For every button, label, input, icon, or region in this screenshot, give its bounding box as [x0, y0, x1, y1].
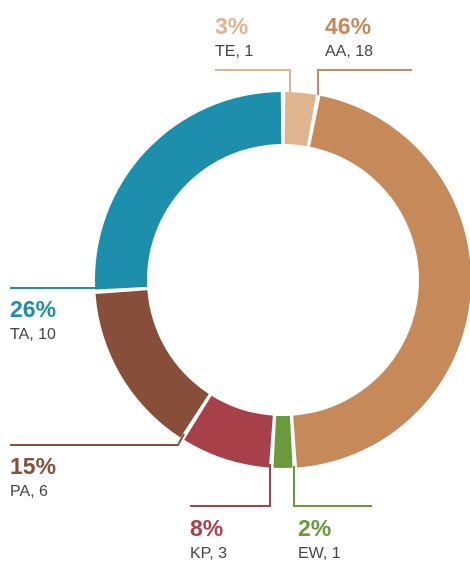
percent-label: 26% — [10, 296, 56, 322]
donut-segment — [284, 92, 317, 147]
percent-label: 15% — [10, 453, 56, 479]
category-label: EW, 1 — [298, 545, 341, 562]
category-label: AA, 18 — [325, 43, 373, 60]
donut-segment — [95, 290, 209, 438]
leader-line — [10, 433, 185, 446]
category-label: TA, 10 — [10, 326, 56, 343]
category-label: KP, 3 — [190, 545, 227, 562]
donut-segment — [94, 92, 282, 290]
percent-label: 8% — [190, 515, 223, 541]
leader-line — [317, 69, 412, 95]
donut-segment — [184, 395, 273, 468]
leader-line — [190, 464, 271, 507]
category-label: PA, 6 — [10, 483, 48, 500]
donut-segment — [293, 95, 470, 468]
category-label: TE, 1 — [215, 43, 253, 60]
leader-line — [215, 69, 291, 94]
percent-label: 46% — [325, 13, 371, 39]
percent-label: 3% — [215, 13, 248, 39]
leader-line — [293, 466, 372, 507]
percent-label: 2% — [298, 515, 331, 541]
donut-segment — [273, 415, 293, 468]
